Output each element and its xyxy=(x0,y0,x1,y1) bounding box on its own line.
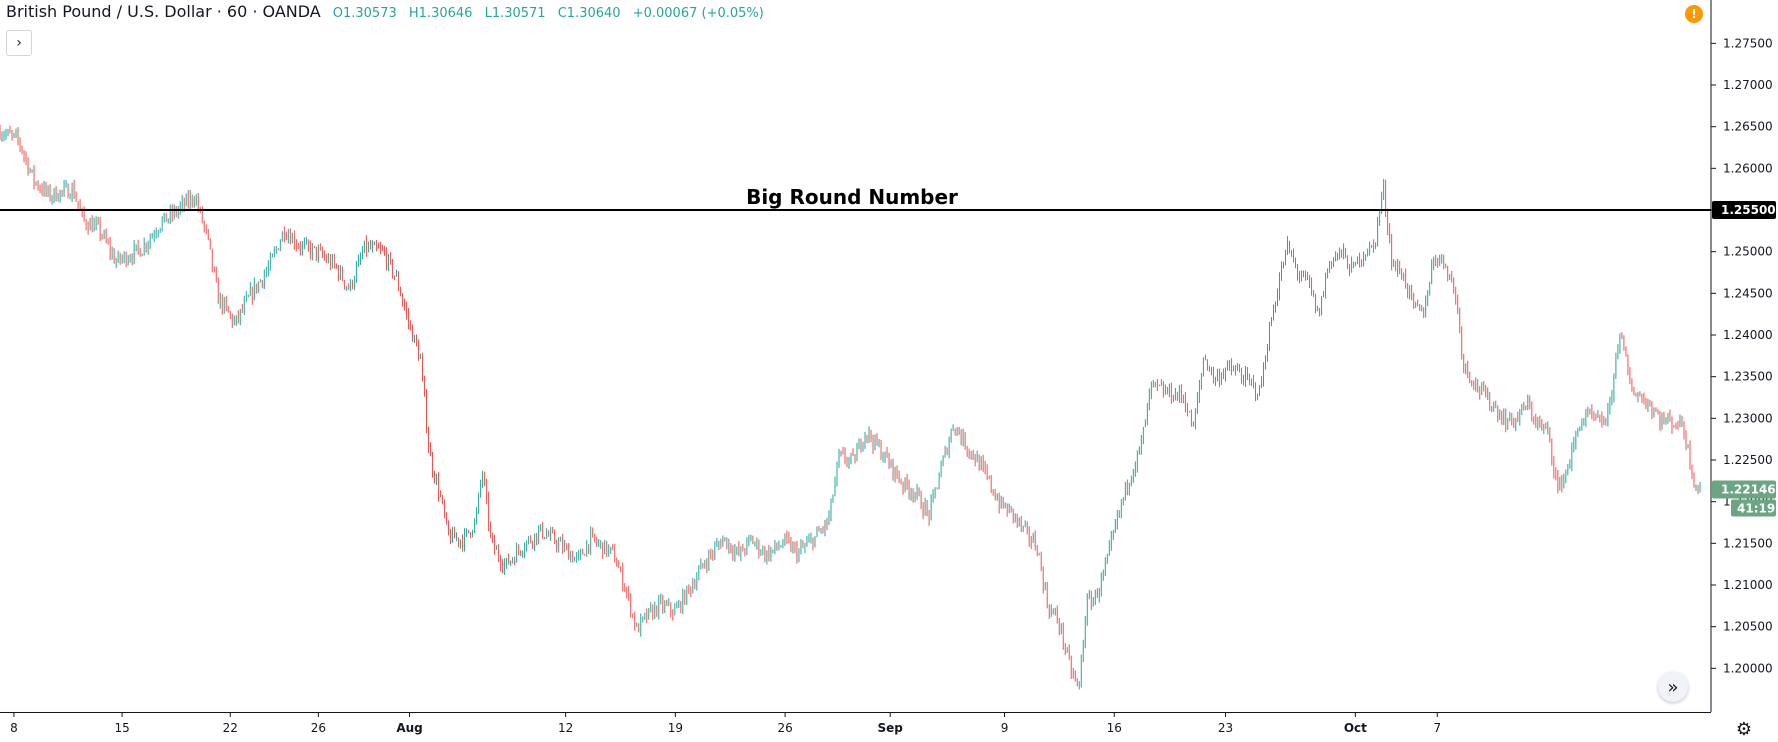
price-tick-label: 1.25000 xyxy=(1723,245,1773,259)
time-tick-label: 7 xyxy=(1433,721,1441,735)
time-tick-label: 26 xyxy=(777,721,792,735)
big-round-number-label: Big Round Number xyxy=(746,185,958,209)
level-price-label: 1.25500 xyxy=(1721,203,1776,217)
time-tick-label: 16 xyxy=(1107,721,1122,735)
price-tick-label: 1.22500 xyxy=(1723,453,1773,467)
price-axis-background xyxy=(1711,0,1778,742)
time-tick-label: 26 xyxy=(311,721,326,735)
time-tick-label: 9 xyxy=(1001,721,1009,735)
price-tick-label: 1.20500 xyxy=(1723,620,1773,634)
gear-icon: ⚙ xyxy=(1735,718,1753,740)
time-tick-label: 15 xyxy=(114,721,129,735)
time-tick-label: 12 xyxy=(558,721,573,735)
time-tick-label: Aug xyxy=(396,721,422,735)
time-tick-label: Oct xyxy=(1344,721,1367,735)
price-tick-label: 1.24500 xyxy=(1723,286,1773,300)
alert-icon[interactable]: ! xyxy=(1685,5,1703,23)
scroll-to-realtime-button[interactable]: » xyxy=(1658,672,1688,702)
time-axis-background xyxy=(0,713,1711,742)
level-price-badge: 1.25500 xyxy=(1712,201,1776,219)
time-tick-label: 22 xyxy=(223,721,238,735)
time-tick-label: 19 xyxy=(668,721,683,735)
close-value: C1.30640 xyxy=(557,6,621,21)
time-axis: 8 15 22 26 Aug 12 19 26 Sep 9 16 23 Oct 7 xyxy=(10,712,1441,735)
ohlc-values: O1.30573 H1.30646 L1.30571 C1.30640 +0.0… xyxy=(333,6,772,21)
bar-countdown-label: 41:19 xyxy=(1737,502,1775,516)
price-tick-label: 1.20000 xyxy=(1723,661,1773,675)
exclamation-icon: ! xyxy=(1691,7,1697,21)
price-tick-label: 1.27500 xyxy=(1723,36,1773,50)
candle-series xyxy=(0,124,1701,690)
settings-button[interactable]: ⚙ xyxy=(1732,717,1756,741)
price-tick-label: 1.23500 xyxy=(1723,370,1773,384)
chevron-right-icon: › xyxy=(16,35,22,51)
last-price-label: 1.22146 xyxy=(1721,483,1776,497)
symbol-title[interactable]: British Pound / U.S. Dollar · 60 · OANDA xyxy=(6,2,321,21)
time-tick-label: 8 xyxy=(10,721,18,735)
double-chevron-right-icon: » xyxy=(1667,676,1679,698)
open-value: O1.30573 xyxy=(332,6,397,21)
symbol-legend: British Pound / U.S. Dollar · 60 · OANDA… xyxy=(6,2,772,21)
high-value: H1.30646 xyxy=(408,6,473,21)
price-tick-label: 1.21500 xyxy=(1723,536,1773,550)
price-tick-label: 1.24000 xyxy=(1723,328,1773,342)
legend-toggle-button[interactable]: › xyxy=(6,30,32,56)
time-tick-label: 23 xyxy=(1218,721,1233,735)
change-value: +0.00067 (+0.05%) xyxy=(632,6,764,21)
price-tick-label: 1.23000 xyxy=(1723,411,1773,425)
price-tick-label: 1.26000 xyxy=(1723,161,1773,175)
low-value: L1.30571 xyxy=(484,6,546,21)
price-tick-label: 1.21000 xyxy=(1723,578,1773,592)
price-tick-label: 1.27000 xyxy=(1723,78,1773,92)
price-tick-label: 1.26500 xyxy=(1723,120,1773,134)
last-price-badge: 1.22146 41:19 xyxy=(1712,480,1776,517)
time-tick-label: Sep xyxy=(877,721,903,735)
